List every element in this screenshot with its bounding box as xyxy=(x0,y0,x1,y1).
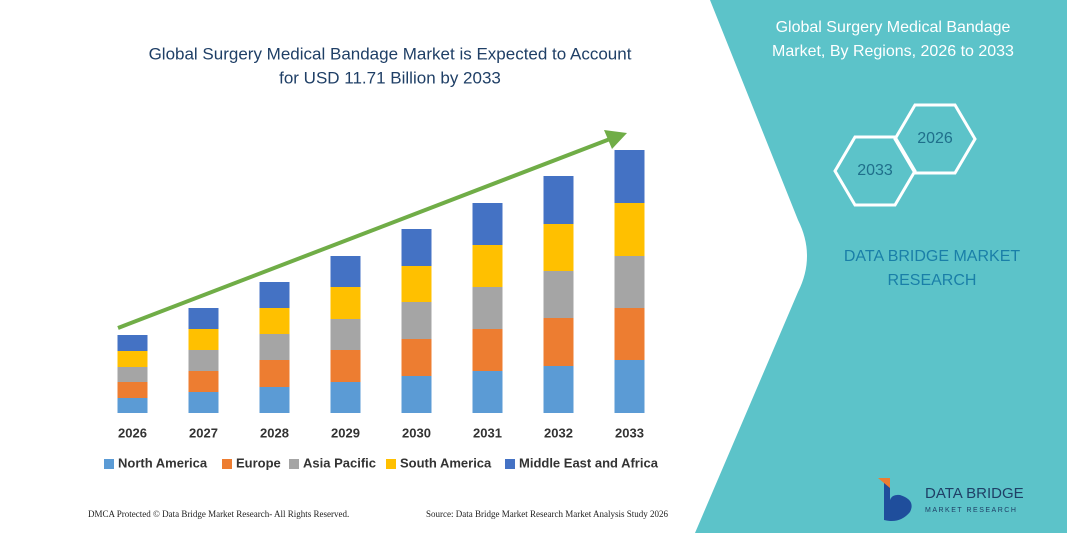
logo: DATA BRIDGE MARKET RESEARCH xyxy=(878,478,1024,521)
x-tick-label: 2032 xyxy=(544,425,573,440)
footer-right: Source: Data Bridge Market Research Mark… xyxy=(426,509,668,519)
bar-segment xyxy=(614,150,645,203)
x-tick-label: 2031 xyxy=(473,425,502,440)
brand-text: RESEARCH xyxy=(888,272,977,289)
bar-segment xyxy=(259,308,290,334)
bar-segment xyxy=(330,256,361,287)
bar-segment xyxy=(259,334,290,360)
bar-segment xyxy=(117,382,148,398)
bar-segment xyxy=(401,339,432,376)
bar-segment xyxy=(472,203,503,245)
bar-segment xyxy=(117,398,148,413)
footer-left: DMCA Protected © Data Bridge Market Rese… xyxy=(88,509,349,519)
chart-title: for USD 11.71 Billion by 2033 xyxy=(279,68,501,87)
hexagon-label: 2033 xyxy=(857,162,893,179)
logo-tagline: MARKET RESEARCH xyxy=(925,507,1017,514)
hexagon-label: 2026 xyxy=(917,130,953,147)
bar-segment xyxy=(614,360,645,413)
bar-segment xyxy=(614,308,645,360)
hexagon xyxy=(833,135,917,207)
bar-segment xyxy=(543,318,574,366)
bar-segment xyxy=(330,319,361,350)
bar-segment xyxy=(614,256,645,308)
bar-segment xyxy=(259,387,290,413)
x-tick-label: 2027 xyxy=(189,425,218,440)
bar-segment xyxy=(401,302,432,339)
bar-segment xyxy=(259,360,290,387)
bar-segment xyxy=(330,350,361,382)
bar-segment xyxy=(259,282,290,308)
x-tick-label: 2026 xyxy=(118,425,147,440)
bar-segment xyxy=(188,350,219,371)
bar-segment xyxy=(472,245,503,287)
legend-label: Middle East and Africa xyxy=(519,455,659,470)
bar-segment xyxy=(330,287,361,319)
trend-arrow xyxy=(117,137,611,330)
bar-segment xyxy=(543,366,574,413)
bar-segment xyxy=(472,329,503,371)
legend-label: Asia Pacific xyxy=(303,455,376,470)
legend-swatch xyxy=(386,459,396,469)
bar-segment xyxy=(117,367,148,382)
bar-segment xyxy=(188,371,219,392)
legend-label: Europe xyxy=(236,455,281,470)
legend-swatch xyxy=(505,459,515,469)
bar-segment xyxy=(401,376,432,413)
bar-segment xyxy=(188,308,219,329)
x-tick-label: 2029 xyxy=(331,425,360,440)
panel-title: Global Surgery Medical Bandage xyxy=(776,19,1011,36)
bar-segment xyxy=(472,371,503,413)
bar-segment xyxy=(117,335,148,351)
logo-name: DATA BRIDGE xyxy=(925,485,1024,502)
side-panel xyxy=(695,0,1067,533)
bar-segment xyxy=(472,287,503,329)
legend-swatch xyxy=(289,459,299,469)
bar-segment xyxy=(543,176,574,224)
x-tick-label: 2033 xyxy=(615,425,644,440)
bar-segment xyxy=(401,229,432,266)
x-tick-label: 2028 xyxy=(260,425,289,440)
bar-segment xyxy=(401,266,432,302)
legend-label: North America xyxy=(118,455,208,470)
bar-segment xyxy=(614,203,645,256)
legend-swatch xyxy=(104,459,114,469)
chart-title: Global Surgery Medical Bandage Market is… xyxy=(149,44,632,63)
trend-arrowhead xyxy=(604,130,627,149)
bar-segment xyxy=(543,224,574,271)
bar-segment xyxy=(543,271,574,318)
logo-mark xyxy=(878,478,890,488)
brand-text: DATA BRIDGE MARKET xyxy=(844,248,1021,265)
legend-swatch xyxy=(222,459,232,469)
bar-segment xyxy=(117,351,148,367)
bar-segment xyxy=(188,329,219,350)
bar-segment xyxy=(188,392,219,413)
plot: 2026 2027 2028 2029 2030 2031 2032 2033 North Am… xyxy=(104,150,659,470)
logo-mark xyxy=(884,482,912,521)
legend-label: South America xyxy=(400,455,492,470)
panel-title: Market, By Regions, 2026 to 2033 xyxy=(772,43,1014,60)
x-tick-label: 2030 xyxy=(402,425,431,440)
bar-segment xyxy=(330,382,361,413)
